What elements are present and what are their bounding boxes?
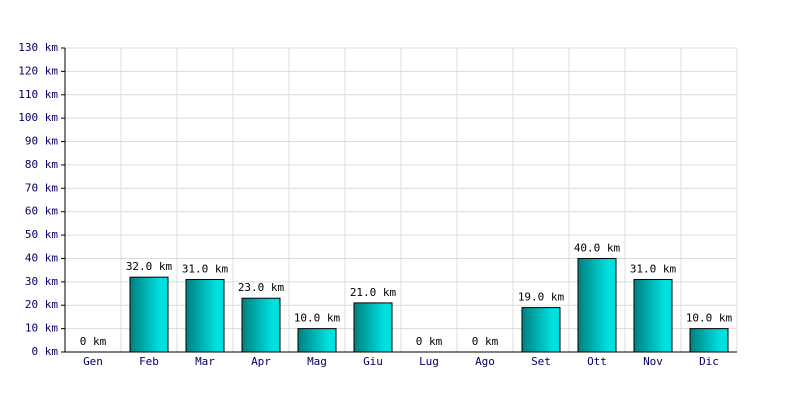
value-label: 0 km bbox=[80, 335, 107, 348]
x-tick-label: Dic bbox=[699, 355, 719, 368]
value-label: 32.0 km bbox=[126, 260, 173, 273]
x-tick-label: Ott bbox=[587, 355, 607, 368]
x-tick-label: Mar bbox=[195, 355, 215, 368]
x-tick-label: Ago bbox=[475, 355, 495, 368]
bar bbox=[185, 279, 225, 353]
x-tick-label: Mag bbox=[307, 355, 327, 368]
y-tick-label: 50 km bbox=[25, 228, 58, 241]
bar bbox=[129, 276, 169, 353]
x-tick-label: Apr bbox=[251, 355, 271, 368]
bar bbox=[689, 328, 729, 353]
y-tick-label: 90 km bbox=[25, 135, 58, 148]
x-tick-label: Set bbox=[531, 355, 551, 368]
y-tick-label: 120 km bbox=[18, 64, 58, 77]
x-tick-label: Gen bbox=[83, 355, 103, 368]
y-tick-label: 30 km bbox=[25, 275, 58, 288]
y-tick-label: 60 km bbox=[25, 205, 58, 218]
value-label: 31.0 km bbox=[182, 263, 229, 276]
bar bbox=[577, 257, 617, 353]
value-label: 19.0 km bbox=[518, 291, 565, 304]
y-tick-label: 100 km bbox=[18, 111, 58, 124]
x-tick-label: Giu bbox=[363, 355, 383, 368]
y-tick-label: 40 km bbox=[25, 251, 58, 264]
value-label: 23.0 km bbox=[238, 281, 285, 294]
y-tick-label: 0 km bbox=[32, 345, 59, 358]
y-tick-label: 110 km bbox=[18, 88, 58, 101]
y-tick-label: 20 km bbox=[25, 298, 58, 311]
bar bbox=[521, 307, 561, 353]
value-label: 0 km bbox=[472, 335, 499, 348]
value-label: 10.0 km bbox=[294, 312, 341, 325]
y-tick-label: 130 km bbox=[18, 41, 58, 54]
y-tick-label: 70 km bbox=[25, 181, 58, 194]
x-tick-label: Lug bbox=[419, 355, 439, 368]
y-tick-label: 80 km bbox=[25, 158, 58, 171]
value-label: 0 km bbox=[416, 335, 443, 348]
y-tick-label: 10 km bbox=[25, 322, 58, 335]
value-label: 40.0 km bbox=[574, 241, 621, 254]
value-label: 10.0 km bbox=[686, 312, 733, 325]
bar bbox=[633, 279, 673, 353]
x-tick-label: Nov bbox=[643, 355, 663, 368]
value-label: 21.0 km bbox=[350, 286, 397, 299]
bar bbox=[353, 302, 393, 353]
value-label: 31.0 km bbox=[630, 263, 677, 276]
x-tick-label: Feb bbox=[139, 355, 159, 368]
bar bbox=[241, 297, 281, 353]
bar bbox=[297, 328, 337, 353]
